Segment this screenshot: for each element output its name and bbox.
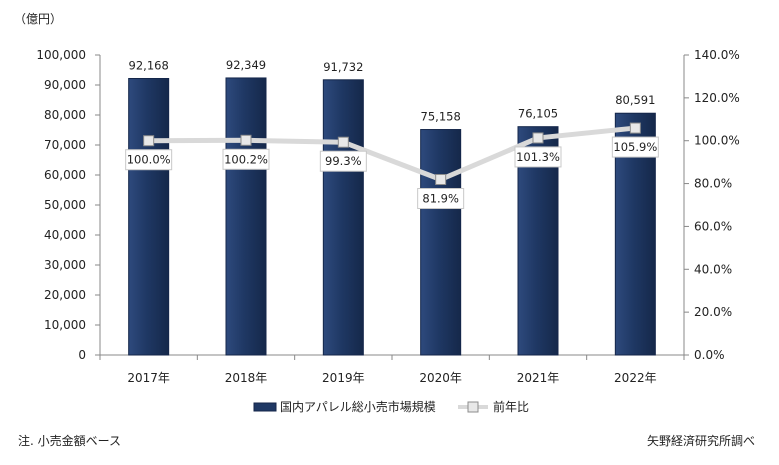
bar-value-label: 75,158 [421, 110, 461, 124]
yoy-marker [337, 136, 349, 148]
y-left-tick-label: 30,000 [44, 258, 86, 272]
yoy-label: 101.3% [516, 150, 560, 164]
bar-value-label: 91,732 [323, 60, 363, 74]
y-left-tick-label: 40,000 [44, 228, 86, 242]
y-left-tick-label: 70,000 [44, 138, 86, 152]
y-left-tick-label: 60,000 [44, 168, 86, 182]
y-left-tick-label: 100,000 [36, 48, 86, 62]
y-left-tick-label: 20,000 [44, 288, 86, 302]
y-right-tick-label: 120.0% [694, 91, 740, 105]
yoy-label: 100.0% [127, 153, 171, 167]
y-right-tick-label: 60.0% [694, 219, 732, 233]
y-left-tick-label: 0 [78, 348, 86, 362]
bar-value-label: 76,105 [518, 107, 558, 121]
yoy-marker [532, 132, 544, 144]
yoy-line [148, 125, 636, 182]
y-axis-unit-label: （億円） [14, 12, 63, 26]
bar-value-label: 92,168 [129, 58, 169, 72]
bar-value-label: 80,591 [615, 93, 655, 107]
yoy-label: 99.3% [325, 154, 362, 168]
yoy-label-box [125, 149, 173, 171]
x-tick-label: 2021年 [517, 371, 560, 385]
x-tick-label: 2019年 [322, 371, 365, 385]
y-left-tick-label: 80,000 [44, 108, 86, 122]
legend-bar-label: 国内アパレル総小売市場規模 [280, 399, 436, 414]
yoy-marker [435, 174, 447, 185]
y-left-tick-label: 10,000 [44, 318, 86, 332]
bar [420, 129, 462, 356]
yoy-label-box [611, 136, 659, 158]
x-tick-label: 2018年 [225, 371, 268, 385]
bar [225, 77, 267, 356]
y-left-tick-label: 50,000 [44, 198, 86, 212]
y-right-tick-label: 100.0% [694, 134, 740, 148]
bar-value-label: 92,349 [226, 58, 266, 72]
yoy-marker [240, 134, 252, 146]
legend-line-label: 前年比 [493, 399, 529, 414]
yoy-label-box [417, 188, 465, 209]
yoy-marker [629, 122, 641, 134]
y-right-tick-label: 80.0% [694, 177, 732, 191]
y-right-tick-label: 0.0% [694, 348, 725, 362]
y-right-tick-label: 140.0% [694, 48, 740, 62]
yoy-label-box [222, 148, 270, 170]
x-tick-label: 2017年 [127, 371, 170, 385]
bar [128, 77, 170, 356]
yoy-label: 105.9% [613, 140, 657, 154]
yoy-label-box [319, 150, 367, 172]
x-tick-label: 2022年 [614, 371, 657, 385]
legend-line-marker [467, 401, 479, 413]
footnote: 注. 小売金額ベース [18, 434, 122, 448]
y-left-tick-label: 90,000 [44, 78, 86, 92]
yoy-label: 81.9% [422, 192, 459, 206]
yoy-marker [143, 135, 155, 147]
yoy-label-box [514, 146, 562, 168]
yoy-label: 100.2% [224, 152, 268, 166]
x-tick-label: 2020年 [419, 371, 462, 385]
y-right-tick-label: 40.0% [694, 262, 732, 276]
source-note: 矢野経済研究所調べ [646, 434, 755, 448]
legend-bar-swatch [253, 402, 277, 412]
bar [322, 79, 364, 356]
y-right-tick-label: 20.0% [694, 305, 732, 319]
